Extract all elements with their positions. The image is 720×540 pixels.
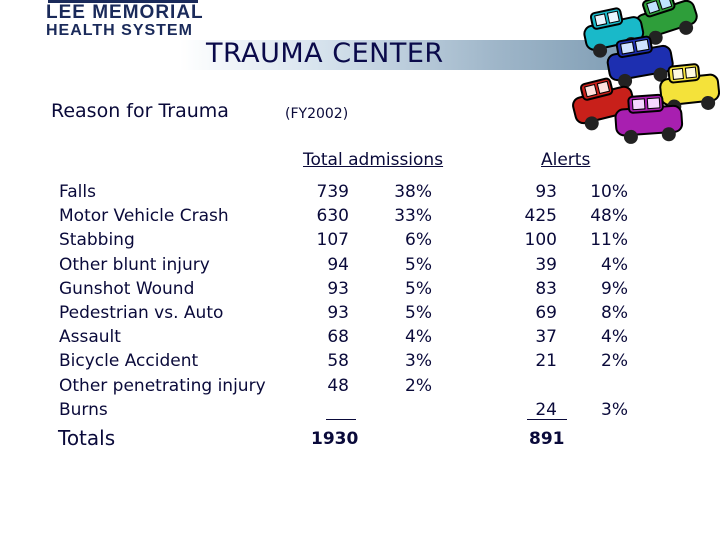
logo-rule [48, 0, 198, 3]
row-alerts-pct: 4% [601, 255, 628, 275]
totals-label: Totals [58, 426, 116, 450]
row-admissions: 94 [327, 255, 349, 275]
alerts-total: 891 [529, 429, 565, 449]
admissions-total: 1930 [311, 429, 359, 449]
row-alerts-pct: 11% [590, 230, 628, 250]
row-admissions-pct: 5% [405, 303, 432, 323]
row-category: Other blunt injury [59, 255, 210, 275]
title-band [180, 40, 630, 70]
row-category: Gunshot Wound [59, 279, 195, 299]
row-admissions: 93 [327, 303, 349, 323]
row-alerts-pct: 8% [601, 303, 628, 323]
row-category: Stabbing [59, 230, 135, 250]
row-alerts-pct: 4% [601, 327, 628, 347]
row-category: Burns [59, 400, 108, 420]
row-alerts-pct: 2% [601, 351, 628, 371]
row-admissions-pct: 3% [405, 351, 432, 371]
row-alerts: 21 [535, 351, 557, 371]
row-category: Assault [59, 327, 121, 347]
row-admissions: 93 [327, 279, 349, 299]
alerts-header: Alerts [541, 150, 591, 170]
row-alerts: 83 [535, 279, 557, 299]
row-admissions-pct: 33% [394, 206, 432, 226]
section-heading: Reason for Trauma [51, 100, 229, 122]
row-admissions: 58 [327, 351, 349, 371]
row-admissions: 48 [327, 376, 349, 396]
row-admissions-pct: 38% [394, 182, 432, 202]
row-alerts: 100 [524, 230, 557, 250]
row-alerts: 39 [535, 255, 557, 275]
row-alerts: 24 [535, 400, 557, 420]
fiscal-year-label: (FY2002) [285, 106, 349, 122]
cars-clipart-icon [572, 0, 720, 144]
row-category: Motor Vehicle Crash [59, 206, 229, 226]
row-alerts-pct: 48% [590, 206, 628, 226]
row-alerts: 69 [535, 303, 557, 323]
row-admissions-pct: 4% [405, 327, 432, 347]
row-admissions: 68 [327, 327, 349, 347]
row-admissions: 739 [316, 182, 349, 202]
admissions-total-rule [326, 419, 356, 420]
row-category: Falls [59, 182, 96, 202]
row-admissions: 630 [316, 206, 349, 226]
row-admissions-pct: 5% [405, 255, 432, 275]
total-admissions-header: Total admissions [303, 150, 444, 170]
row-alerts-pct: 9% [601, 279, 628, 299]
row-alerts-pct: 10% [590, 182, 628, 202]
page-title: TRAUMA CENTER [206, 38, 444, 69]
row-alerts: 425 [524, 206, 557, 226]
row-category: Other penetrating injury [59, 376, 266, 396]
row-admissions: 107 [316, 230, 349, 250]
row-alerts: 93 [535, 182, 557, 202]
row-category: Bicycle Accident [59, 351, 199, 371]
row-category: Pedestrian vs. Auto [59, 303, 224, 323]
row-alerts-pct: 3% [601, 400, 628, 420]
row-admissions-pct: 6% [405, 230, 432, 250]
row-alerts: 37 [535, 327, 557, 347]
logo-line-2: HEALTH SYSTEM [46, 22, 193, 39]
logo-line-1: LEE MEMORIAL [46, 2, 204, 23]
alerts-total-rule [527, 419, 567, 420]
row-admissions-pct: 2% [405, 376, 432, 396]
row-admissions-pct: 5% [405, 279, 432, 299]
